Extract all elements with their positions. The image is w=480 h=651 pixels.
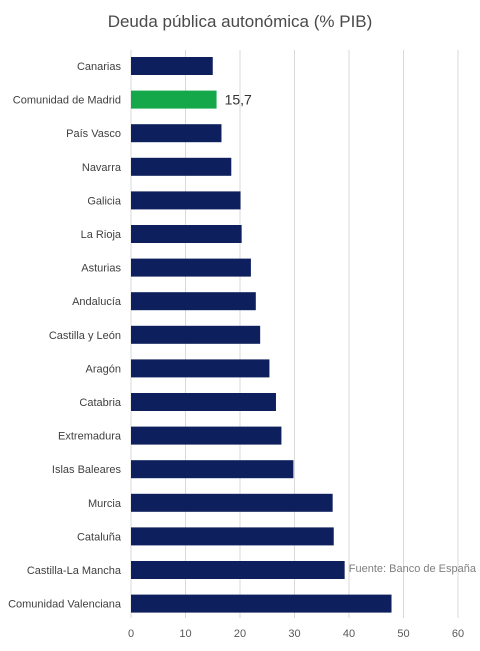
x-tick-label-10: 10 (179, 628, 191, 640)
bar-castilla-la-mancha (131, 561, 345, 579)
category-label: Asturias (81, 263, 121, 275)
bar-islas-baleares (131, 460, 294, 479)
category-labels: Canarias Comunidad de Madrid País Vasco Nav… (8, 61, 122, 611)
bar-la-rioja (131, 225, 242, 243)
bars (131, 57, 392, 613)
data-label-value: 15,7 (225, 92, 252, 108)
category-label: Comunidad de Madrid (13, 95, 121, 107)
data-labels: 15,7 (225, 92, 252, 108)
chart-title: Deuda pública autonómica (% PIB) (108, 12, 373, 31)
category-label: Cataluña (77, 531, 122, 543)
bar-galicia (131, 191, 241, 210)
category-label: Extremadura (58, 431, 122, 443)
bar-castilla-y-león (131, 325, 261, 344)
source-note: Fuente: Banco de España (349, 563, 477, 575)
category-label: Islas Baleares (52, 464, 122, 476)
category-label: País Vasco (66, 128, 121, 140)
category-label: Catabria (79, 397, 121, 409)
category-label: Castilla-La Mancha (27, 565, 122, 577)
bar-navarra (131, 157, 232, 176)
x-axis-tick-labels: 0 10 20 30 40 50 60 (128, 628, 464, 640)
category-label: Galicia (87, 195, 122, 207)
category-label: Comunidad Valenciana (8, 599, 122, 611)
category-label: Murcia (88, 498, 122, 510)
bar-país-vasco (131, 124, 222, 143)
category-label: Andalucía (72, 296, 122, 308)
bar-asturias (131, 258, 251, 277)
bar-andalucía (131, 292, 256, 311)
category-label: Castilla y León (49, 330, 121, 342)
bar-aragón (131, 359, 270, 378)
bar-cataluña (131, 527, 334, 546)
bar-catabria (131, 393, 276, 411)
bar-canarias (131, 57, 213, 75)
x-tick-label-30: 30 (288, 628, 300, 640)
bar-murcia (131, 493, 333, 512)
category-label: Navarra (82, 162, 122, 174)
category-label: La Rioja (81, 229, 122, 241)
x-tick-label-60: 60 (452, 628, 464, 640)
x-tick-label-0: 0 (128, 628, 134, 640)
x-tick-label-50: 50 (397, 628, 409, 640)
bar-comunidad-de-madrid (131, 90, 217, 109)
x-tick-label-40: 40 (343, 628, 355, 640)
bar-comunidad-valenciana (131, 594, 392, 613)
category-label: Aragón (86, 363, 121, 375)
category-label: Canarias (77, 61, 122, 73)
x-tick-label-20: 20 (234, 628, 246, 640)
bar-extremadura (131, 426, 282, 445)
